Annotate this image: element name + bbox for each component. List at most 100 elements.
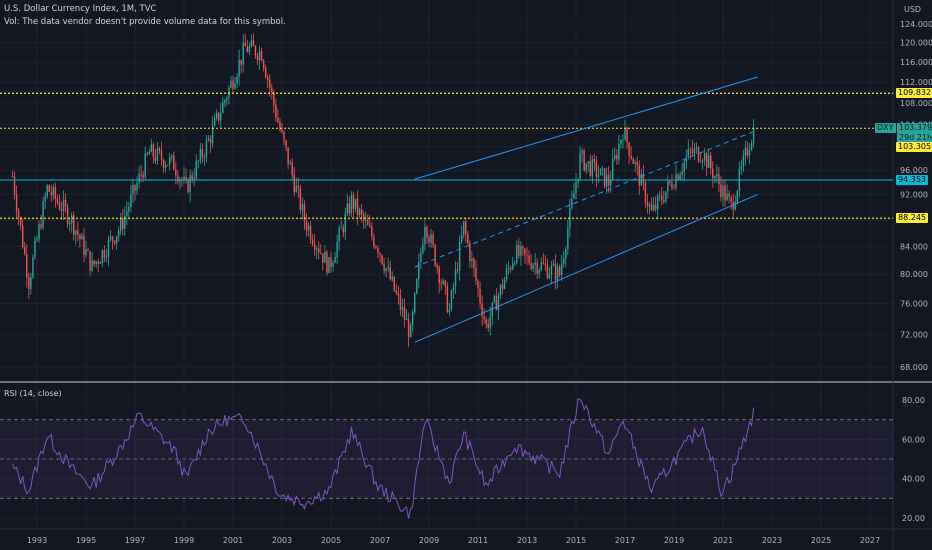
- price-candle[interactable]: [130, 184, 132, 213]
- price-candle[interactable]: [544, 255, 547, 272]
- price-candle[interactable]: [722, 179, 724, 207]
- price-candle[interactable]: [389, 260, 391, 281]
- price-candle[interactable]: [173, 151, 175, 171]
- price-candle[interactable]: [520, 241, 522, 266]
- price-candle[interactable]: [632, 156, 634, 164]
- price-candle[interactable]: [62, 190, 65, 221]
- price-candle[interactable]: [424, 218, 426, 252]
- price-candle[interactable]: [491, 301, 494, 326]
- price-candle[interactable]: [395, 284, 398, 296]
- price-candle[interactable]: [434, 243, 436, 268]
- price-candle[interactable]: [477, 278, 479, 298]
- price-candle[interactable]: [150, 139, 153, 153]
- price-candle[interactable]: [748, 142, 751, 165]
- price-candle[interactable]: [571, 190, 573, 211]
- price-candle[interactable]: [516, 240, 518, 265]
- price-candle[interactable]: [436, 262, 438, 274]
- price-axis[interactable]: 68.00072.00076.00080.00084.00088.00092.0…: [900, 20, 932, 372]
- price-candle[interactable]: [360, 203, 363, 223]
- price-candle[interactable]: [612, 149, 614, 181]
- price-candle[interactable]: [656, 193, 659, 219]
- price-candle[interactable]: [522, 245, 524, 257]
- price-candle[interactable]: [601, 165, 604, 177]
- price-candle[interactable]: [534, 253, 536, 275]
- price-candle[interactable]: [332, 260, 334, 272]
- price-candle[interactable]: [336, 234, 338, 265]
- price-candle[interactable]: [19, 216, 22, 231]
- price-candle[interactable]: [407, 312, 410, 348]
- price-candle[interactable]: [654, 196, 657, 213]
- price-candle[interactable]: [546, 258, 549, 280]
- price-candle[interactable]: [732, 193, 734, 218]
- price-candle[interactable]: [60, 201, 63, 221]
- price-candle[interactable]: [387, 257, 389, 273]
- price-candle[interactable]: [503, 276, 506, 290]
- price-candle[interactable]: [575, 172, 577, 200]
- price-candle[interactable]: [24, 242, 26, 256]
- price-candle[interactable]: [68, 218, 71, 232]
- price-candle[interactable]: [485, 316, 487, 329]
- price-candle[interactable]: [638, 160, 641, 195]
- price-candle[interactable]: [199, 142, 202, 165]
- price-candle[interactable]: [591, 155, 594, 184]
- price-candle[interactable]: [175, 162, 177, 185]
- price-candle[interactable]: [148, 148, 151, 155]
- price-candle[interactable]: [101, 249, 104, 267]
- price-candle[interactable]: [411, 309, 414, 332]
- price-candle[interactable]: [552, 259, 555, 267]
- price-candle[interactable]: [17, 207, 20, 226]
- price-candle[interactable]: [32, 254, 34, 280]
- price-candle[interactable]: [83, 228, 85, 263]
- price-candle[interactable]: [714, 175, 716, 184]
- price-candle[interactable]: [446, 282, 449, 314]
- price-candle[interactable]: [401, 298, 404, 318]
- price-candle[interactable]: [299, 185, 302, 215]
- price-candle[interactable]: [283, 130, 285, 146]
- price-candle[interactable]: [340, 220, 342, 229]
- price-candle[interactable]: [683, 159, 685, 182]
- price-candle[interactable]: [224, 98, 226, 108]
- price-candle[interactable]: [109, 230, 112, 242]
- price-candle[interactable]: [91, 251, 93, 273]
- price-candle[interactable]: [667, 175, 669, 199]
- price-candle[interactable]: [640, 169, 643, 186]
- price-candle[interactable]: [369, 214, 371, 228]
- price-candle[interactable]: [295, 178, 298, 193]
- price-candle[interactable]: [734, 195, 736, 211]
- price-candle[interactable]: [183, 166, 185, 185]
- price-candle[interactable]: [538, 268, 540, 279]
- price-candle[interactable]: [705, 151, 708, 176]
- channel-mid-line[interactable]: [414, 129, 758, 268]
- price-candle[interactable]: [303, 200, 306, 230]
- price-candle[interactable]: [518, 237, 520, 259]
- price-candle[interactable]: [567, 219, 569, 256]
- price-candle[interactable]: [622, 133, 624, 149]
- price-candle[interactable]: [87, 247, 89, 252]
- time-axis[interactable]: 1993 1995 1997 1999 2001 2003 2005 2007 2009 2011…: [27, 536, 880, 545]
- price-candle[interactable]: [663, 190, 665, 204]
- price-candle[interactable]: [501, 278, 504, 295]
- price-candle[interactable]: [234, 77, 236, 90]
- price-candle[interactable]: [473, 257, 475, 277]
- price-candle[interactable]: [526, 247, 528, 265]
- price-candle[interactable]: [418, 253, 420, 288]
- price-candle[interactable]: [40, 214, 42, 231]
- price-candle[interactable]: [530, 253, 532, 272]
- price-candle[interactable]: [197, 159, 200, 169]
- price-candle[interactable]: [93, 260, 95, 268]
- price-candle[interactable]: [158, 146, 161, 155]
- price-candle[interactable]: [746, 141, 749, 159]
- regression-channel[interactable]: [414, 76, 758, 343]
- price-candle[interactable]: [442, 278, 445, 286]
- price-candle[interactable]: [356, 190, 359, 226]
- price-candle[interactable]: [679, 171, 681, 181]
- price-candle[interactable]: [248, 42, 251, 55]
- price-candle[interactable]: [460, 225, 463, 244]
- price-candle[interactable]: [287, 147, 289, 169]
- price-candle[interactable]: [458, 235, 461, 281]
- price-candle[interactable]: [493, 294, 496, 304]
- price-candle[interactable]: [134, 184, 136, 201]
- price-candle[interactable]: [111, 235, 114, 250]
